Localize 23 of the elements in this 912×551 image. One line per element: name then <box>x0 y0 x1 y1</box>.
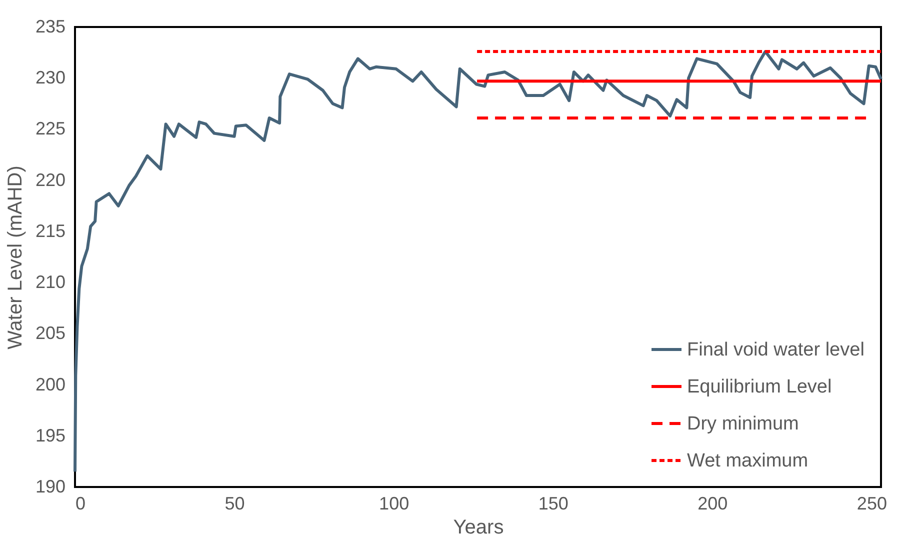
x-tick-label: 150 <box>538 494 568 514</box>
y-tick-label: 235 <box>35 16 66 36</box>
y-tick-label: 225 <box>35 118 66 139</box>
legend-label: Equilibrium Level <box>687 376 832 398</box>
y-tick-label: 215 <box>35 220 66 241</box>
x-axis-title: Years <box>453 516 504 538</box>
y-tick-label: 200 <box>35 374 66 394</box>
line-series <box>74 50 882 474</box>
legend-label: Wet maximum <box>687 450 808 472</box>
y-tick-label: 195 <box>35 425 66 446</box>
x-tick-label: 50 <box>224 494 245 514</box>
x-tick-label: 200 <box>698 494 728 514</box>
x-tick-label: 250 <box>856 494 887 514</box>
y-tick-label: 230 <box>35 68 66 88</box>
y-tick-label: 220 <box>35 170 66 190</box>
legend-label: Final void water level <box>687 340 864 360</box>
y-tick-label: 190 <box>35 476 66 496</box>
y-tick-label: 205 <box>35 323 66 344</box>
x-tick-label: 100 <box>379 494 410 514</box>
y-tick-label: 210 <box>35 272 66 292</box>
x-tick-label: 0 <box>76 494 86 514</box>
legend-label: Dry minimum <box>687 414 799 434</box>
y-axis-title: Water Level (mAHD) <box>4 166 26 350</box>
